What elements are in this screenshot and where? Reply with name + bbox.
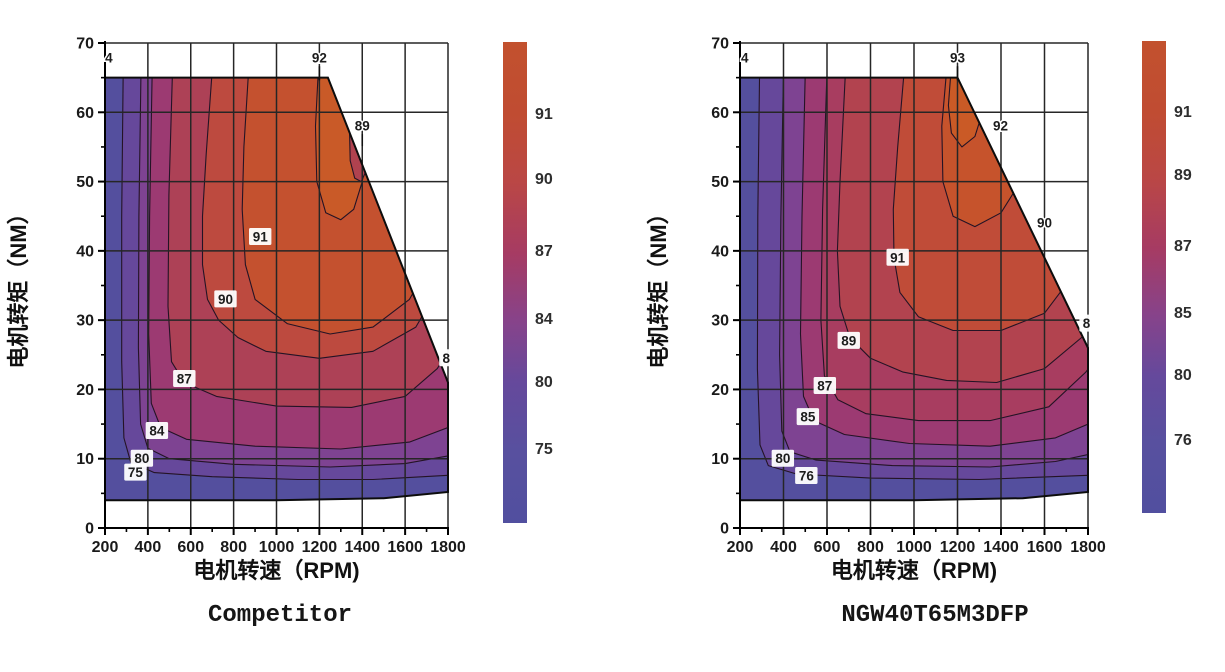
competitor-y-tick-label: 50: [76, 174, 94, 191]
chart-title-ngw40t65m3dfp: NGW40T65M3DFP: [841, 602, 1029, 629]
competitor-y-tick-label: 10: [76, 451, 94, 468]
ngw40t65m3dfp-colorbar-label-91: 91: [1174, 103, 1192, 121]
competitor-contour-label-92: 92: [312, 51, 327, 66]
ngw40t65m3dfp-contour-label-8: 8: [1083, 316, 1091, 331]
competitor-y-tick-label: 0: [85, 521, 94, 538]
colorbar-ngw40t65m3dfp: 91 89 87 85 80 76: [1142, 41, 1192, 513]
ngw40t65m3dfp-contour-label-93: 93: [950, 51, 966, 66]
competitor-y-tick-label: 70: [76, 36, 94, 53]
competitor-yaxis-label: 电机转矩（NM）: [6, 202, 31, 368]
ngw40t65m3dfp-x-tick-label: 1600: [1027, 539, 1063, 556]
ngw40t65m3dfp-x-tick-label: 1800: [1070, 539, 1106, 556]
competitor-xaxis-label: 电机转速（RPM): [193, 558, 359, 583]
ngw40t65m3dfp-y-tick-label: 50: [711, 174, 729, 191]
ngw40t65m3dfp-y-tick-label: 10: [711, 451, 729, 468]
competitor-colorbar-gradient: [503, 42, 527, 523]
competitor-contour-label-89: 89: [355, 119, 370, 134]
competitor-axes: 200 400 600 800 1000 1200 1400 1600 1800 0 10 20 30 4…: [76, 36, 466, 557]
competitor-contour-label-80: 80: [134, 451, 149, 466]
competitor-operating-envelope: [104, 76, 449, 502]
competitor-x-tick-label: 200: [92, 539, 119, 556]
ngw40t65m3dfp-y-tick-label: 60: [711, 105, 729, 122]
competitor-pocket-89: [348, 87, 371, 183]
ngw40t65m3dfp-colorbar-gradient: [1142, 41, 1166, 513]
ngw40t65m3dfp-contour-label-76: 76: [799, 469, 815, 484]
ngw40t65m3dfp-band->=92: [941, 77, 1088, 228]
chart-title-competitor: Competitor: [207, 602, 353, 629]
ngw40t65m3dfp-contour-labels: 4 93 92 90 91 89 87 85 80 76 8: [740, 49, 1094, 485]
competitor-colorbar-label-90: 90: [535, 171, 553, 189]
ngw40t65m3dfp-y-tick-label: 70: [711, 36, 729, 53]
competitor-y-tick-label: 40: [76, 243, 94, 260]
ngw40t65m3dfp-x-tick-label: 800: [857, 539, 884, 556]
ngw40t65m3dfp-y-tick-label: 0: [720, 521, 729, 538]
ngw40t65m3dfp-operating-envelope: [739, 76, 1089, 502]
ngw40t65m3dfp-y-tick-label: 40: [711, 243, 729, 260]
ngw40t65m3dfp-contour-label-87: 87: [817, 378, 832, 393]
ngw40t65m3dfp-contour-label-92: 92: [993, 119, 1008, 134]
competitor-contour-label-75: 75: [128, 465, 144, 480]
competitor-colorbar-label-80: 80: [535, 374, 553, 392]
competitor-contour-label-90: 90: [218, 292, 233, 307]
competitor-colorbar-label-91: 91: [535, 106, 553, 124]
colorbar-competitor: 91 90 87 84 80 75: [503, 42, 553, 523]
competitor-x-tick-label: 1200: [302, 539, 338, 556]
ngw40t65m3dfp-x-tick-label: 1200: [940, 539, 976, 556]
ngw40t65m3dfp-contour-label-85: 85: [800, 410, 816, 425]
competitor-x-tick-label: 800: [220, 539, 247, 556]
competitor-x-tick-label: 1400: [344, 539, 380, 556]
competitor-contour-label-8: 8: [443, 351, 451, 366]
ngw40t65m3dfp-x-tick-label: 400: [770, 539, 797, 556]
ngw40t65m3dfp-colorbar-label-80: 80: [1174, 366, 1192, 384]
ngw40t65m3dfp-contour-label-89: 89: [841, 333, 856, 348]
competitor-contour-label-4: 4: [105, 51, 113, 66]
ngw40t65m3dfp-contour-label-4: 4: [741, 51, 749, 66]
competitor-colorbar-label-75: 75: [535, 440, 553, 458]
competitor-y-tick-label: 60: [76, 105, 94, 122]
ngw40t65m3dfp-y-tick-label: 30: [711, 313, 729, 330]
competitor-x-tick-label: 400: [135, 539, 162, 556]
contour-plots-canvas: 200 400 600 800 1000 1200 1400 1600 180001020304…: [6, 36, 1106, 584]
competitor-y-tick-label: 30: [76, 313, 94, 330]
ngw40t65m3dfp-contour-label-91: 91: [890, 250, 906, 265]
competitor-x-tick-label: 1600: [387, 539, 423, 556]
competitor-y-tick-label: 20: [76, 382, 94, 399]
ngw40t65m3dfp-x-tick-label: 1400: [983, 539, 1019, 556]
ngw40t65m3dfp-xaxis-label: 电机转速（RPM): [831, 558, 997, 583]
competitor-contour-label-91: 91: [253, 230, 269, 245]
competitor-contour-label-84: 84: [149, 424, 165, 439]
ngw40t65m3dfp-x-tick-label: 1000: [896, 539, 932, 556]
competitor-x-tick-label: 1800: [430, 539, 466, 556]
ngw40t65m3dfp-colorbar-label-87: 87: [1174, 238, 1192, 256]
competitor-colorbar-label-87: 87: [535, 243, 553, 261]
ngw40t65m3dfp-contour-label-90: 90: [1037, 216, 1052, 231]
ngw40t65m3dfp-yaxis-label: 电机转矩（NM）: [646, 202, 671, 368]
competitor-colorbar-label-84: 84: [535, 311, 553, 329]
ngw40t65m3dfp-colorbar-label-76: 76: [1174, 432, 1192, 450]
ngw40t65m3dfp-axes: 200 400 600 800 1000 1200 1400 1600 1800 0 10 20 30 4…: [711, 36, 1106, 557]
ngw40t65m3dfp-colorbar-label-85: 85: [1174, 304, 1192, 322]
competitor-contour-label-87: 87: [177, 372, 192, 387]
ngw40t65m3dfp-x-tick-label: 600: [814, 539, 841, 556]
ngw40t65m3dfp-colorbar-label-89: 89: [1174, 167, 1192, 185]
competitor-x-tick-label: 1000: [259, 539, 295, 556]
ngw40t65m3dfp-x-tick-label: 200: [727, 539, 754, 556]
ngw40t65m3dfp-contour-label-80: 80: [775, 451, 790, 466]
competitor-x-tick-label: 600: [177, 539, 204, 556]
ngw40t65m3dfp-y-tick-label: 20: [711, 382, 729, 399]
